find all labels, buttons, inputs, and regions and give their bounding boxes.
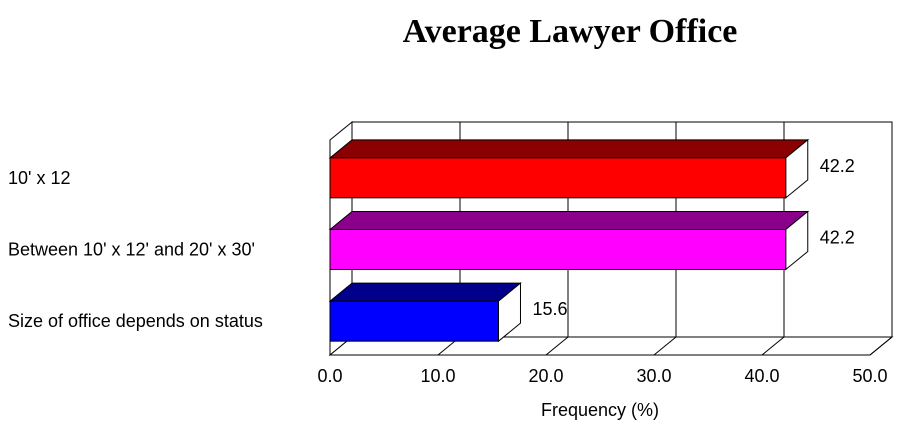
x-tick-label: 50.0	[852, 366, 887, 386]
bar-top-face	[328, 211, 810, 230]
bar-top-face	[328, 282, 522, 302]
x-tick-label: 0.0	[317, 366, 342, 386]
x-tick-label: 20.0	[528, 366, 563, 386]
bar-top-face	[328, 139, 810, 159]
category-label: 10' x 12	[8, 168, 70, 188]
category-label: Between 10' x 12' and 20' x 30'	[8, 240, 255, 260]
data-label: 42.2	[820, 228, 855, 248]
x-tick-label: 10.0	[420, 366, 455, 386]
bar	[329, 229, 787, 270]
x-axis-label: Frequency (%)	[541, 400, 659, 420]
floor-gridline	[653, 336, 677, 356]
floor-gridline	[869, 336, 893, 356]
floor-gridline	[761, 336, 785, 356]
plot-area: 0.0 10.0 20.0 30.0 40.0 50.0 42.2 10' x 12 42.2 B…	[8, 120, 894, 386]
bar	[329, 157, 787, 199]
data-label: 15.6	[532, 299, 567, 319]
data-label: 42.2	[820, 156, 855, 176]
chart-title: Average Lawyer Office	[403, 13, 738, 50]
x-tick-label: 40.0	[744, 366, 779, 386]
bar	[329, 300, 499, 342]
floor-gridline	[545, 336, 569, 356]
x-tick-label: 30.0	[636, 366, 671, 386]
category-label: Size of office depends on status	[8, 311, 263, 331]
